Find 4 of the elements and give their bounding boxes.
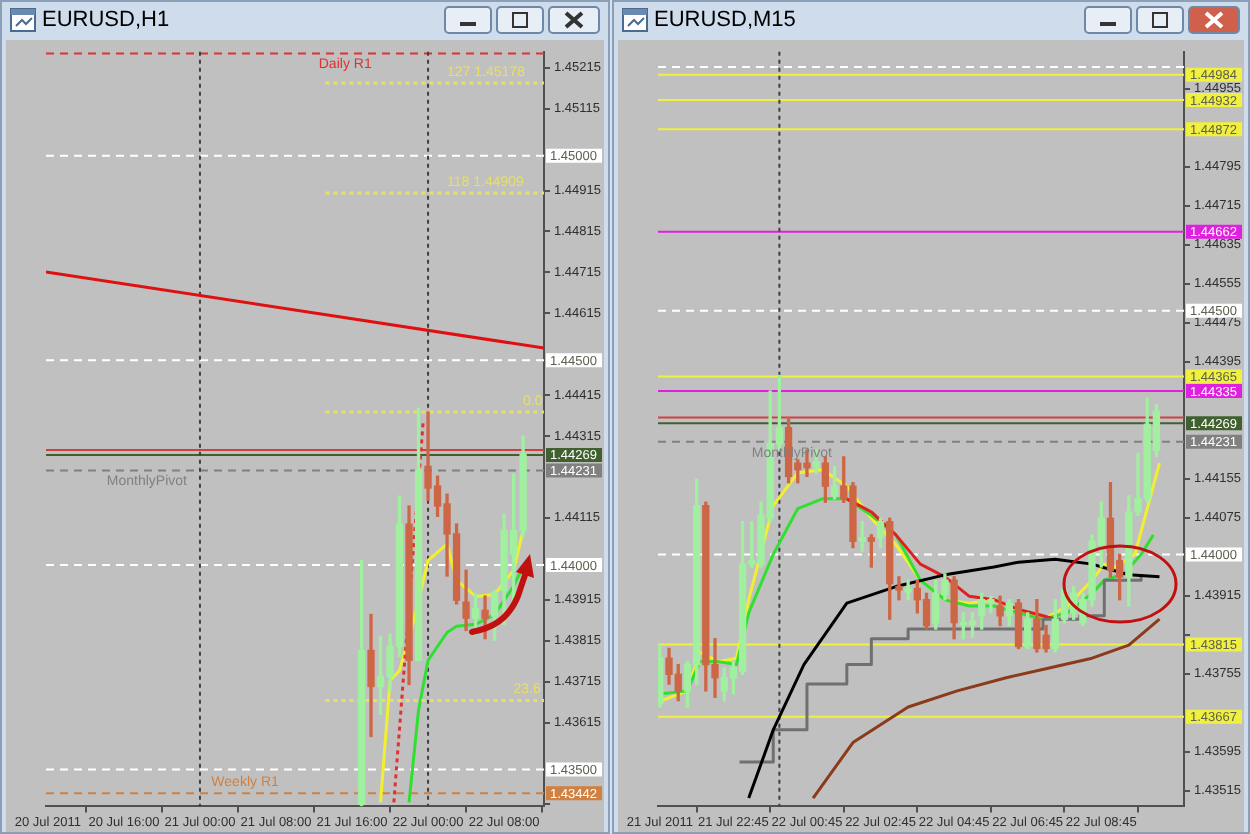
chart-title: EURUSD,M15 [654, 6, 796, 34]
chart-title: EURUSD,H1 [42, 6, 170, 34]
candlestick [895, 576, 903, 601]
candlestick [858, 521, 866, 552]
